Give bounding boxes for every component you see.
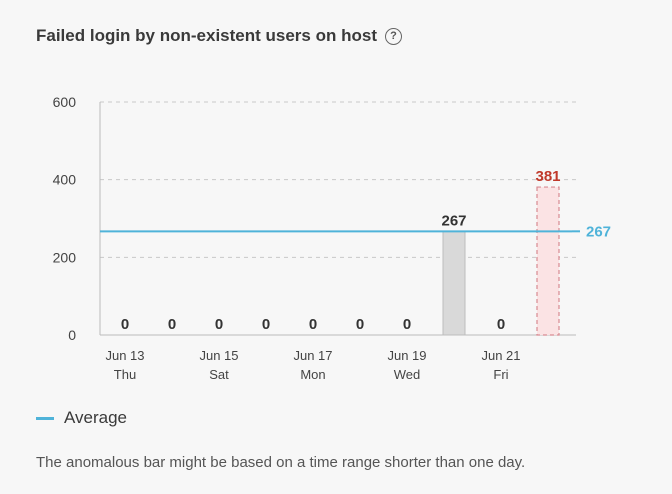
x-tick-label-date: Jun 21 [481, 348, 520, 363]
y-tick-label: 600 [53, 94, 77, 110]
anomaly-bar [536, 186, 560, 336]
anomaly-note: The anomalous bar might be based on a ti… [36, 454, 526, 471]
anomaly-data-label: 381 [535, 168, 560, 185]
x-tick-label-date: Jun 15 [199, 348, 238, 363]
help-icon[interactable]: ? [384, 27, 402, 45]
x-tick-label-day: Thu [114, 367, 136, 382]
x-tick-label-day: Wed [394, 367, 421, 382]
x-tick-label-date: Jun 17 [293, 348, 332, 363]
bar-data-label: 0 [497, 316, 505, 333]
bar [442, 230, 466, 336]
title-row: Failed login by non-existent users on ho… [36, 26, 402, 46]
bar-data-label: 267 [441, 212, 466, 229]
bar-data-label: 0 [403, 316, 411, 333]
bar-data-label: 0 [262, 316, 270, 333]
bar-data-label: 0 [356, 316, 364, 333]
bar-data-label: 0 [309, 316, 317, 333]
legend: Average [36, 408, 127, 428]
average-legend-swatch [36, 416, 54, 420]
bar-data-label: 0 [215, 316, 223, 333]
x-tick-label-day: Mon [300, 367, 325, 382]
average-value-label: 267 [586, 223, 611, 240]
bar-data-label: 0 [168, 316, 176, 333]
x-tick-label-date: Jun 19 [387, 348, 426, 363]
chart-title: Failed login by non-existent users on ho… [36, 26, 377, 45]
bar-data-label: 0 [121, 316, 129, 333]
x-tick-label-day: Sat [209, 367, 229, 382]
y-tick-label: 400 [53, 172, 77, 188]
x-tick-label-day: Fri [493, 367, 508, 382]
y-tick-label: 200 [53, 249, 77, 265]
x-tick-label-date: Jun 13 [105, 348, 144, 363]
y-tick-label: 0 [68, 327, 76, 343]
legend-label-average: Average [64, 408, 128, 427]
